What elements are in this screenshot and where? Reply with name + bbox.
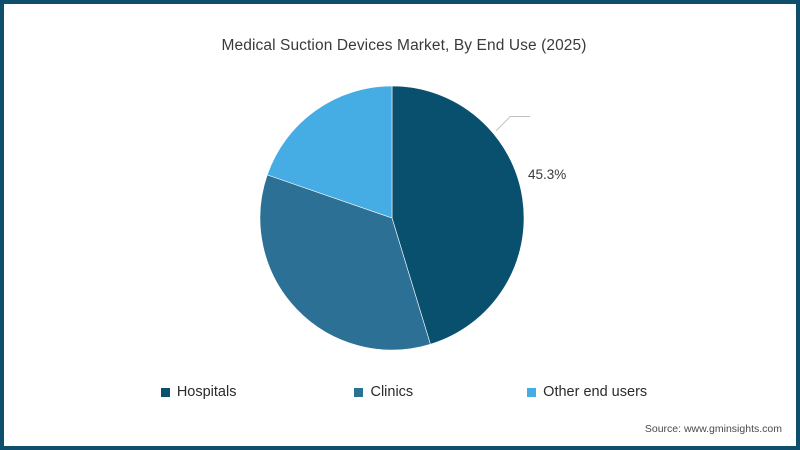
- pie-chart-area: 45.3%: [4, 4, 796, 446]
- legend-swatch-icon: [354, 387, 364, 397]
- chart-legend: Hospitals Clinics Other end users: [4, 384, 796, 400]
- source-attribution: Source: www.gminsights.com: [644, 423, 782, 435]
- legend-swatch-icon: [527, 387, 537, 397]
- slice-percent-label-hospitals: 45.3%: [528, 167, 567, 182]
- pie-chart-svg: [259, 85, 531, 351]
- page-title: Medical Suction Devices Market, By End U…: [221, 37, 587, 54]
- pie-slice-group: [259, 85, 525, 351]
- legend-item-label: Other end users: [543, 384, 648, 400]
- legend-item-clinics[interactable]: Clinics: [354, 385, 413, 400]
- legend-item-label: Clinics: [370, 384, 414, 400]
- pie-slice-other-end-users[interactable]: [266, 85, 393, 219]
- legend-item-other-end-users[interactable]: Other end users: [527, 385, 647, 400]
- legend-swatch-icon: [160, 387, 170, 397]
- legend-item-hospitals[interactable]: Hospitals: [160, 384, 237, 400]
- pie-slice-hospitals[interactable]: [391, 85, 525, 345]
- callout-leader-line: [495, 116, 531, 131]
- legend-item-label: Hospitals: [176, 384, 237, 400]
- pie-slice-clinics[interactable]: [259, 174, 431, 351]
